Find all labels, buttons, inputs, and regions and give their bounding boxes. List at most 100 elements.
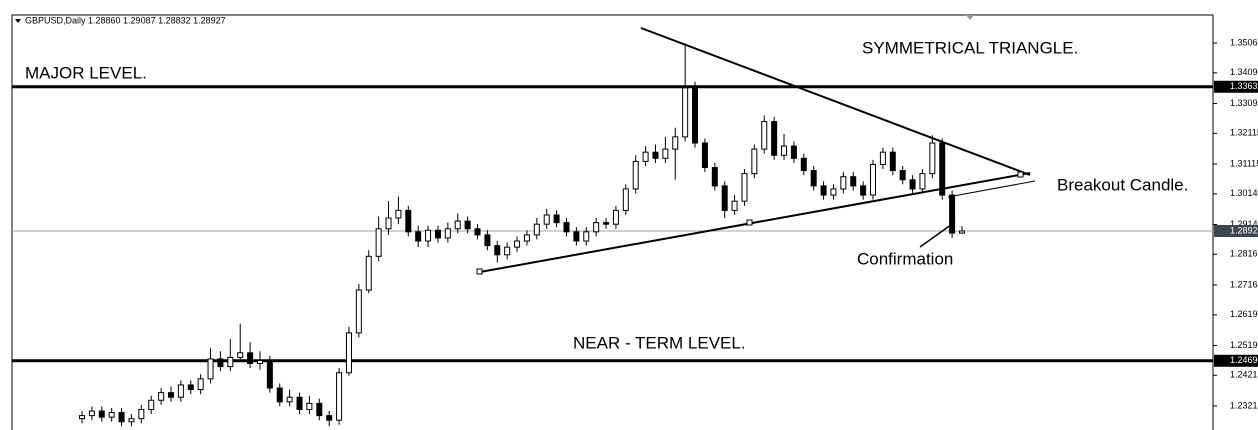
candle-body <box>395 209 402 219</box>
candle-body <box>790 145 797 159</box>
candle-body <box>662 148 669 159</box>
level-label-box <box>1214 80 1258 93</box>
candle-body <box>820 185 827 196</box>
lower-trendline <box>479 172 1031 273</box>
candle-body <box>355 289 362 334</box>
candle-body <box>672 136 679 150</box>
candle-body <box>949 194 956 234</box>
annotation: MAJOR LEVEL. <box>25 63 147 82</box>
candle-body <box>692 87 699 144</box>
candle-body <box>375 228 382 257</box>
candle-body <box>326 415 333 421</box>
level-label: 1.24690 <box>1230 355 1258 365</box>
confirmation-pointer <box>919 221 956 248</box>
candle-body <box>711 167 718 187</box>
candle-body <box>563 222 570 233</box>
candle-body <box>148 399 155 410</box>
upper-trendline <box>640 27 1031 176</box>
candle-body <box>860 185 867 196</box>
y-tick-label: 1.23215 <box>1230 400 1258 410</box>
breakout-pointer <box>947 180 1036 198</box>
candle-body <box>138 408 145 420</box>
candle-body <box>158 392 165 401</box>
current-price-label: 1.28927 <box>1230 225 1258 235</box>
candle-body <box>336 372 343 421</box>
annotation: NEAR - TERM LEVEL. <box>573 333 746 352</box>
annotation: Breakout Candle. <box>1057 175 1188 194</box>
candle-body <box>781 145 788 156</box>
y-tick-label: 1.24215 <box>1230 370 1258 380</box>
annotation: SYMMETRICAL TRIANGLE. <box>862 38 1078 57</box>
level-label: 1.33636 <box>1230 81 1258 91</box>
candle-body <box>425 229 432 242</box>
candle-body <box>889 151 896 172</box>
anchor-point <box>746 219 753 226</box>
candle-body <box>434 229 441 239</box>
price-label-box <box>1214 224 1258 237</box>
candle-body <box>197 378 204 391</box>
candle-body <box>800 157 807 172</box>
y-tick-label: 1.28165 <box>1230 249 1258 259</box>
candle-body <box>237 352 244 358</box>
candle-body <box>474 228 481 236</box>
candle-body <box>870 163 877 196</box>
menu-arrow <box>15 19 21 23</box>
candle-body <box>266 359 273 389</box>
symbol-header: GBPUSD,Daily 1.28860 1.29087 1.28832 1.2… <box>25 15 226 25</box>
y-tick-label: 1.25190 <box>1230 340 1258 350</box>
candle-body <box>583 231 590 242</box>
anchor-point <box>1017 171 1024 178</box>
candle-body <box>830 188 837 196</box>
candle-body <box>167 392 174 398</box>
candle-body <box>444 228 451 239</box>
y-tick-label: 1.35065 <box>1230 37 1258 47</box>
plot-frame <box>11 14 1214 430</box>
candle-body <box>741 173 748 202</box>
candle-body <box>88 410 95 417</box>
annotation: Confirmation <box>857 249 953 268</box>
candle-body <box>504 246 511 256</box>
candle-body <box>899 170 906 181</box>
candle-body <box>316 402 323 417</box>
candle-body <box>385 217 392 230</box>
candle-body <box>731 200 738 211</box>
candle-body <box>464 220 471 230</box>
y-tick-label: 1.33090 <box>1230 98 1258 108</box>
candle-body <box>514 240 521 248</box>
candle-body <box>771 121 778 156</box>
candle-body <box>345 332 352 374</box>
candle-body <box>523 234 530 242</box>
candle-body <box>227 356 234 368</box>
candle-body <box>405 209 412 233</box>
y-tick-label: 1.29140 <box>1230 219 1258 229</box>
candle-body <box>365 255 372 291</box>
candle-body <box>701 142 708 169</box>
candle-body <box>721 185 728 211</box>
candle-body <box>761 121 768 150</box>
candle-body <box>751 148 758 175</box>
level-label-box <box>1214 354 1258 367</box>
candle-body <box>296 396 303 410</box>
candle-body <box>108 412 115 418</box>
candle-body <box>128 418 135 423</box>
y-tick-label: 1.27165 <box>1230 279 1258 289</box>
candle-body <box>484 234 491 247</box>
y-tick-label: 1.26190 <box>1230 309 1258 319</box>
candle-body <box>454 220 461 230</box>
candle-body <box>533 223 540 236</box>
candle-body <box>850 176 857 187</box>
candle-body <box>217 358 224 368</box>
candle-body <box>622 188 629 211</box>
anchor-point <box>476 268 483 275</box>
candle-body <box>98 410 105 418</box>
candle-body <box>612 209 619 225</box>
candle-body <box>177 384 184 398</box>
candle-body <box>929 142 936 175</box>
candle-body <box>682 87 689 138</box>
candle-body <box>286 396 293 403</box>
candle-body <box>642 151 649 162</box>
candle-body <box>543 214 550 225</box>
candle-body <box>632 160 639 190</box>
candle-body <box>306 402 313 410</box>
